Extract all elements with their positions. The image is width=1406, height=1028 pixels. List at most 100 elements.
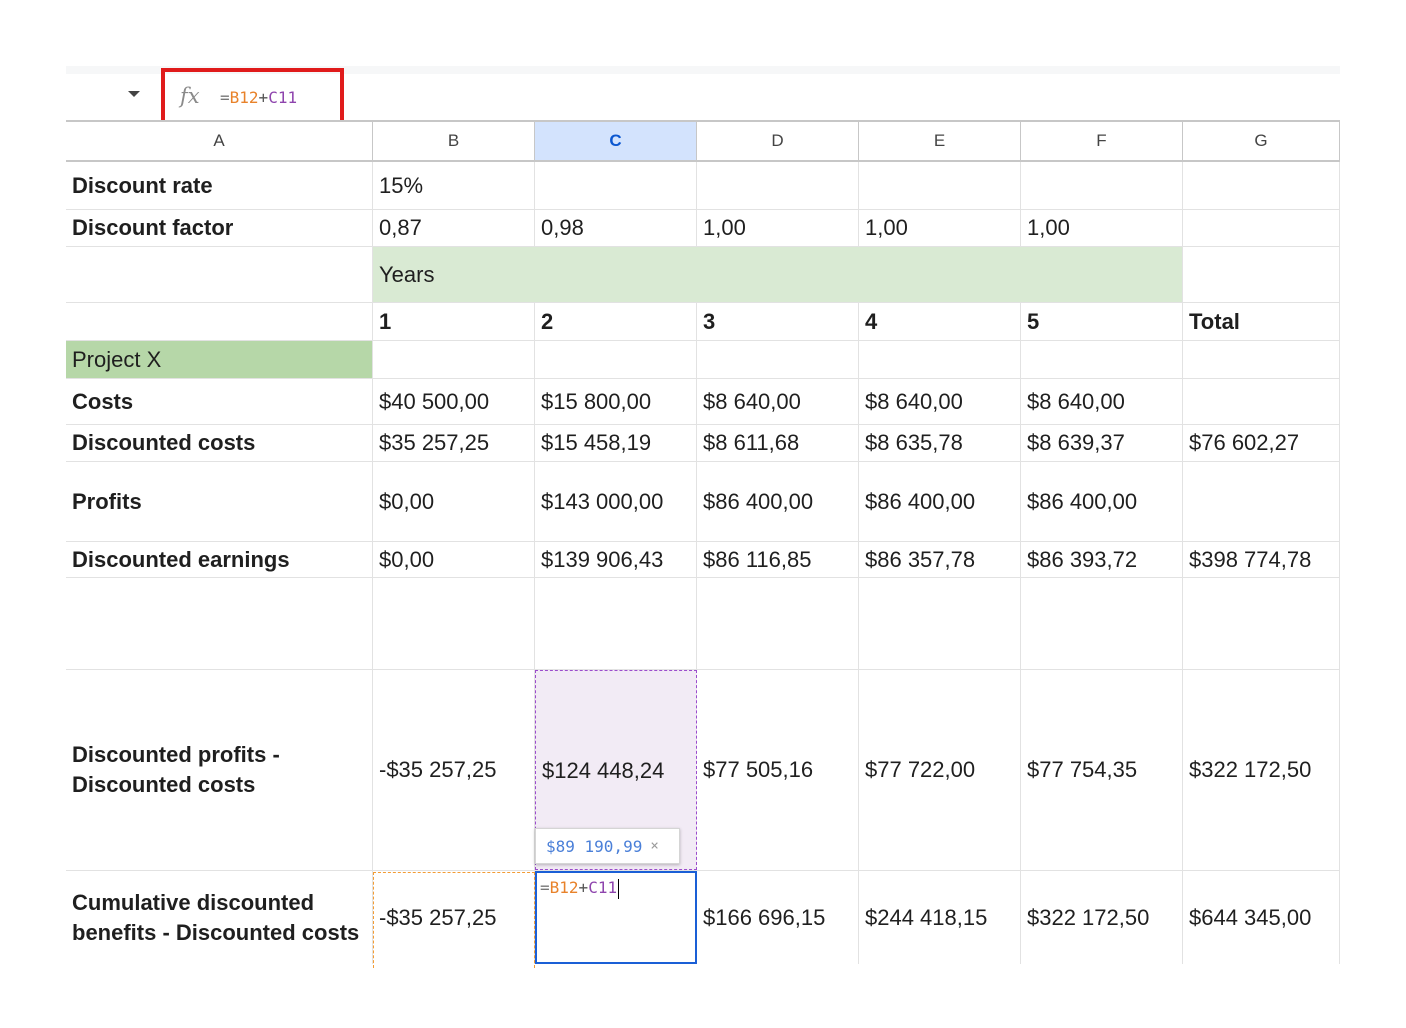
cell-value[interactable]: $40 500,00 [373,379,535,424]
year-number[interactable]: 5 [1021,303,1183,340]
cell-empty[interactable] [697,162,859,209]
cell-empty[interactable] [66,247,373,302]
cell-label[interactable]: Discount rate [66,162,373,209]
year-number[interactable]: 1 [373,303,535,340]
year-number[interactable]: 4 [859,303,1021,340]
cell-value[interactable]: $8 640,00 [1021,379,1183,424]
cell-empty[interactable] [535,341,697,378]
cell-empty[interactable] [859,578,1021,669]
cell-label[interactable]: Costs [66,379,373,424]
cell-empty[interactable] [373,578,535,669]
column-header-c[interactable]: C [535,122,697,160]
cell-value[interactable]: $86 400,00 [1021,462,1183,541]
cell-empty[interactable] [1183,162,1340,209]
cell-empty[interactable] [1183,462,1340,541]
cell-value[interactable]: $8 640,00 [859,379,1021,424]
cell-value[interactable]: $77 754,35 [1021,670,1183,870]
close-icon[interactable]: × [650,838,659,854]
cell-value[interactable]: $86 393,72 [1021,542,1183,577]
formula-equals: = [220,88,230,107]
cell-value[interactable]: $35 257,25 [373,425,535,461]
cell-value[interactable]: 0,87 [373,210,535,246]
column-header-d[interactable]: D [697,122,859,160]
row-discounted-costs: Discounted costs $35 257,25 $15 458,19 $… [66,425,1340,462]
cell-value[interactable]: $8 611,68 [697,425,859,461]
cell-value[interactable]: $8 639,37 [1021,425,1183,461]
cell-empty[interactable] [1183,341,1340,378]
year-number[interactable]: 3 [697,303,859,340]
cell-value[interactable]: $0,00 [373,462,535,541]
cell-value[interactable]: -$35 257,25 [373,871,535,964]
cell-value[interactable]: $77 505,16 [697,670,859,870]
cell-label[interactable]: Discounted costs [66,425,373,461]
formula-ref-2: C11 [268,88,298,107]
cell-value[interactable]: $139 906,43 [535,542,697,577]
cell-label[interactable]: Discounted earnings [66,542,373,577]
cell-empty[interactable] [1183,210,1340,246]
cell-value[interactable]: $0,00 [373,542,535,577]
cell-empty[interactable] [1021,162,1183,209]
cell-empty[interactable] [1021,341,1183,378]
cell-value[interactable]: 1,00 [859,210,1021,246]
cell-value[interactable]: $86 357,78 [859,542,1021,577]
project-label[interactable]: Project X [66,341,373,378]
cell-value[interactable]: $8 635,78 [859,425,1021,461]
years-merged-cell[interactable]: Years [373,247,1183,302]
total-header[interactable]: Total [1183,303,1340,340]
cell-label[interactable]: Cumulative discounted benefits - Discoun… [66,871,373,964]
cell-label[interactable]: Discount factor [66,210,373,246]
cell-editor[interactable]: =B12+C11 [540,878,620,899]
cell-empty[interactable] [535,162,697,209]
name-box-dropdown-icon[interactable] [128,91,140,97]
cell-value[interactable]: $322 172,50 [1183,670,1340,870]
cell-value[interactable]: $398 774,78 [1183,542,1340,577]
fx-icon: fx [180,84,200,108]
cell-value[interactable]: 15% [373,162,535,209]
column-header-b[interactable]: B [373,122,535,160]
column-header-e[interactable]: E [859,122,1021,160]
cell-value[interactable]: $166 696,15 [697,871,859,964]
cell-label[interactable]: Discounted profits - Discounted costs [66,670,373,870]
cell-value[interactable]: $86 116,85 [697,542,859,577]
column-header-f[interactable]: F [1021,122,1183,160]
cell-value[interactable]: $244 418,15 [859,871,1021,964]
formula-highlight-box [161,68,344,128]
cell-empty[interactable] [535,578,697,669]
cell-empty[interactable] [859,341,1021,378]
cell-empty[interactable] [859,162,1021,209]
cell-value[interactable]: $86 400,00 [859,462,1021,541]
cell-empty[interactable] [66,578,373,669]
cell-value[interactable]: $77 722,00 [859,670,1021,870]
cell-empty[interactable] [1183,578,1340,669]
row-years: Years [66,247,1340,303]
cell-value[interactable]: 1,00 [697,210,859,246]
referenced-cell-b12 [373,872,535,968]
cell-value[interactable]: $76 602,27 [1183,425,1340,461]
cell-value[interactable]: 1,00 [1021,210,1183,246]
cell-value[interactable]: $15 800,00 [535,379,697,424]
cell-value[interactable]: -$35 257,25 [373,670,535,870]
active-cell-c12[interactable] [535,871,697,964]
cell-label[interactable]: Profits [66,462,373,541]
cell-value[interactable]: $143 000,00 [535,462,697,541]
cell-empty[interactable] [1183,379,1340,424]
cell-empty[interactable] [373,341,535,378]
cell-empty[interactable] [697,341,859,378]
cell-empty[interactable] [1183,247,1340,302]
cell-value[interactable]: $8 640,00 [697,379,859,424]
cell-empty[interactable] [697,578,859,669]
cell-empty[interactable] [66,303,373,340]
cell-value[interactable]: $86 400,00 [697,462,859,541]
spreadsheet-grid: A B C D E F G Discount rate 15% Discount… [66,120,1340,968]
column-header-a[interactable]: A [66,122,373,160]
editor-ref-2: C11 [588,878,618,897]
cell-value[interactable]: $322 172,50 [1021,871,1183,964]
cell-value[interactable]: $15 458,19 [535,425,697,461]
formula-input[interactable]: =B12+C11 [220,88,297,107]
cell-value[interactable]: $644 345,00 [1183,871,1340,964]
cell-empty[interactable] [1021,578,1183,669]
year-number[interactable]: 2 [535,303,697,340]
cell-value[interactable]: 0,98 [535,210,697,246]
column-header-g[interactable]: G [1183,122,1340,160]
row-year-numbers: 1 2 3 4 5 Total [66,303,1340,341]
